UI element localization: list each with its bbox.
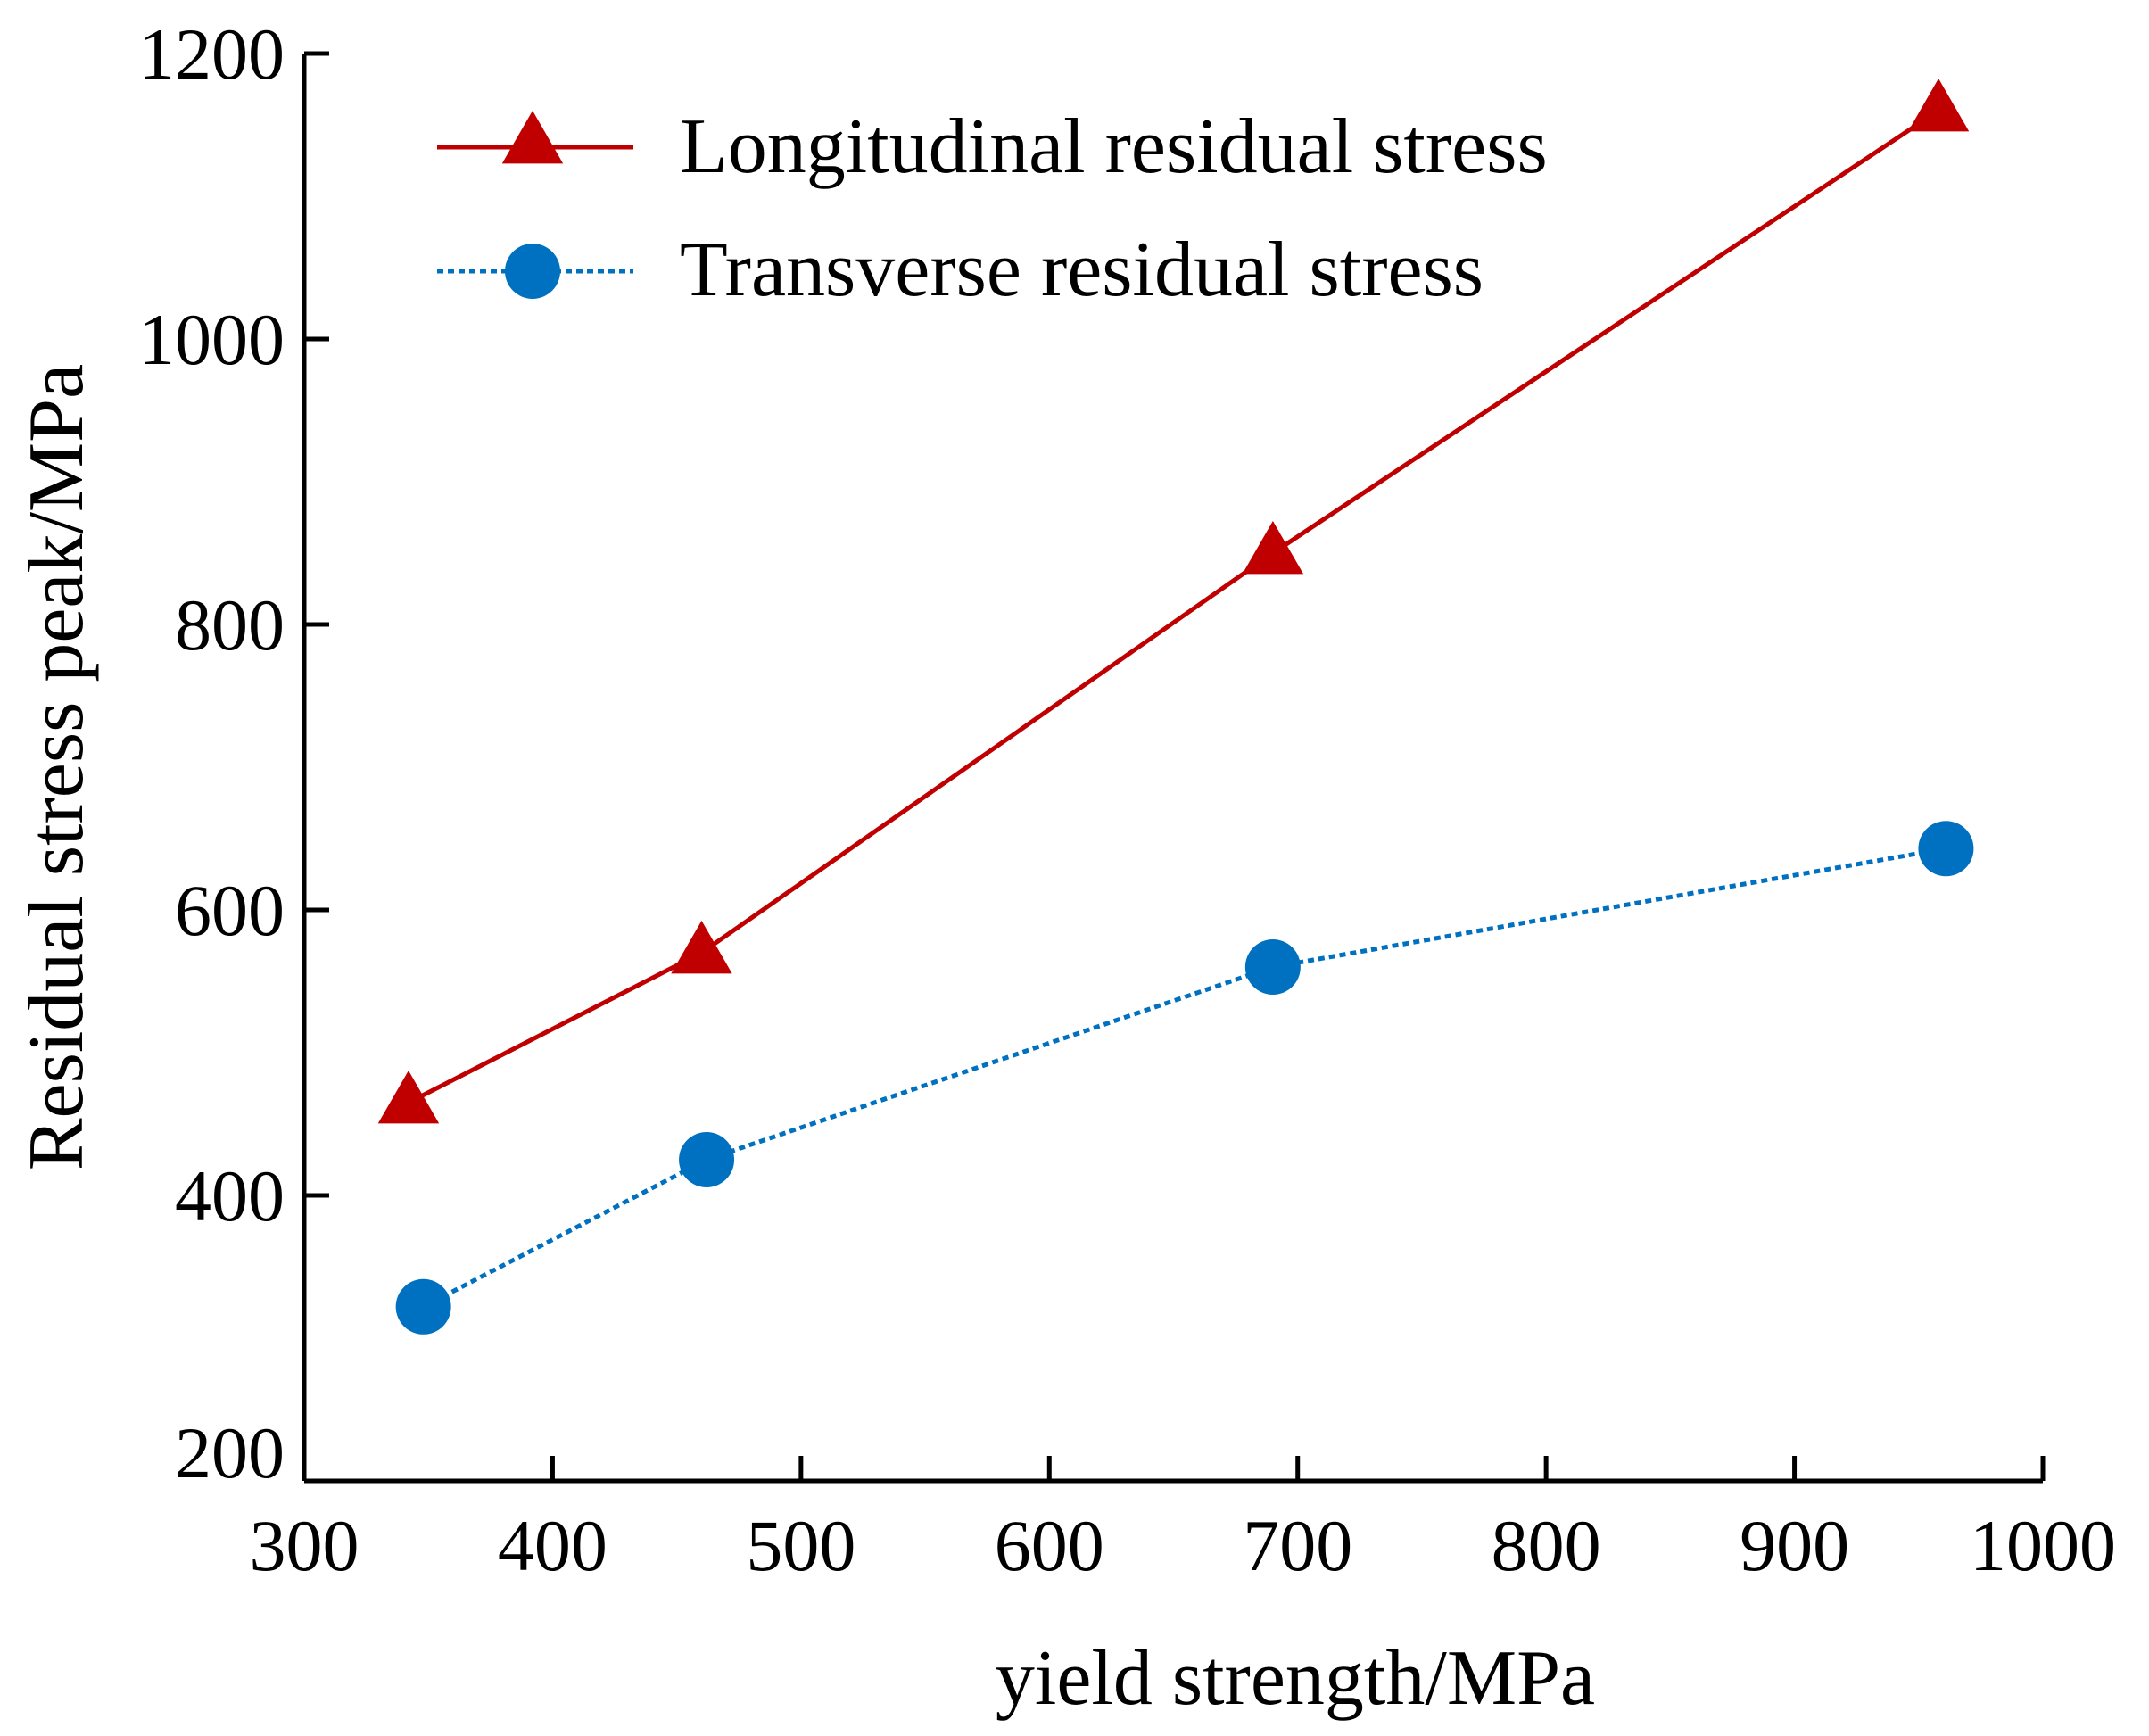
data-point-longitudinal-2 <box>1242 521 1304 575</box>
y-tick-label-600: 600 <box>175 870 285 951</box>
data-point-transverse-3 <box>1918 821 1974 877</box>
y-tick-label-1200: 1200 <box>138 13 285 95</box>
legend: Longitudinal residual stress Transverse … <box>437 103 1548 313</box>
y-axis-title: Residual stress peak/MPa <box>13 364 100 1170</box>
legend-label-transverse: Transverse residual stress <box>680 227 1484 313</box>
x-tick-label-800: 800 <box>1492 1505 1601 1586</box>
x-tick-label-700: 700 <box>1243 1505 1352 1586</box>
axes <box>302 54 2043 1484</box>
data-point-transverse-2 <box>1244 939 1301 995</box>
legend-label-longitudinal: Longitudinal residual stress <box>680 103 1548 190</box>
x-tick-label-500: 500 <box>746 1505 855 1586</box>
x-tick-label-1000: 1000 <box>1970 1505 2116 1586</box>
series-layer <box>377 79 1974 1335</box>
legend-marker-circle <box>505 244 560 299</box>
y-tick-label-800: 800 <box>175 584 285 665</box>
y-tick-label-1000: 1000 <box>138 299 285 380</box>
y-tick-label-400: 400 <box>175 1155 285 1236</box>
data-point-longitudinal-1 <box>671 921 732 974</box>
data-point-transverse-0 <box>395 1278 451 1335</box>
series-line-0 <box>407 108 1940 1105</box>
data-point-longitudinal-3 <box>1907 79 1970 132</box>
data-point-transverse-1 <box>679 1132 735 1187</box>
x-tick-label-400: 400 <box>498 1505 608 1586</box>
x-axis-title: yield strength/MPa <box>996 1635 1595 1722</box>
y-ticks: 200 400 600 800 1000 1200 <box>138 13 329 1493</box>
x-ticks: 300 400 500 600 700 800 900 1000 <box>250 1456 2116 1586</box>
y-tick-label-200: 200 <box>175 1412 285 1493</box>
x-tick-label-900: 900 <box>1740 1505 1849 1586</box>
data-point-longitudinal-0 <box>377 1071 440 1124</box>
x-tick-label-300: 300 <box>250 1505 360 1586</box>
x-tick-label-600: 600 <box>995 1505 1104 1586</box>
series-line-1 <box>422 846 1946 1310</box>
legend-marker-triangle <box>501 111 564 164</box>
